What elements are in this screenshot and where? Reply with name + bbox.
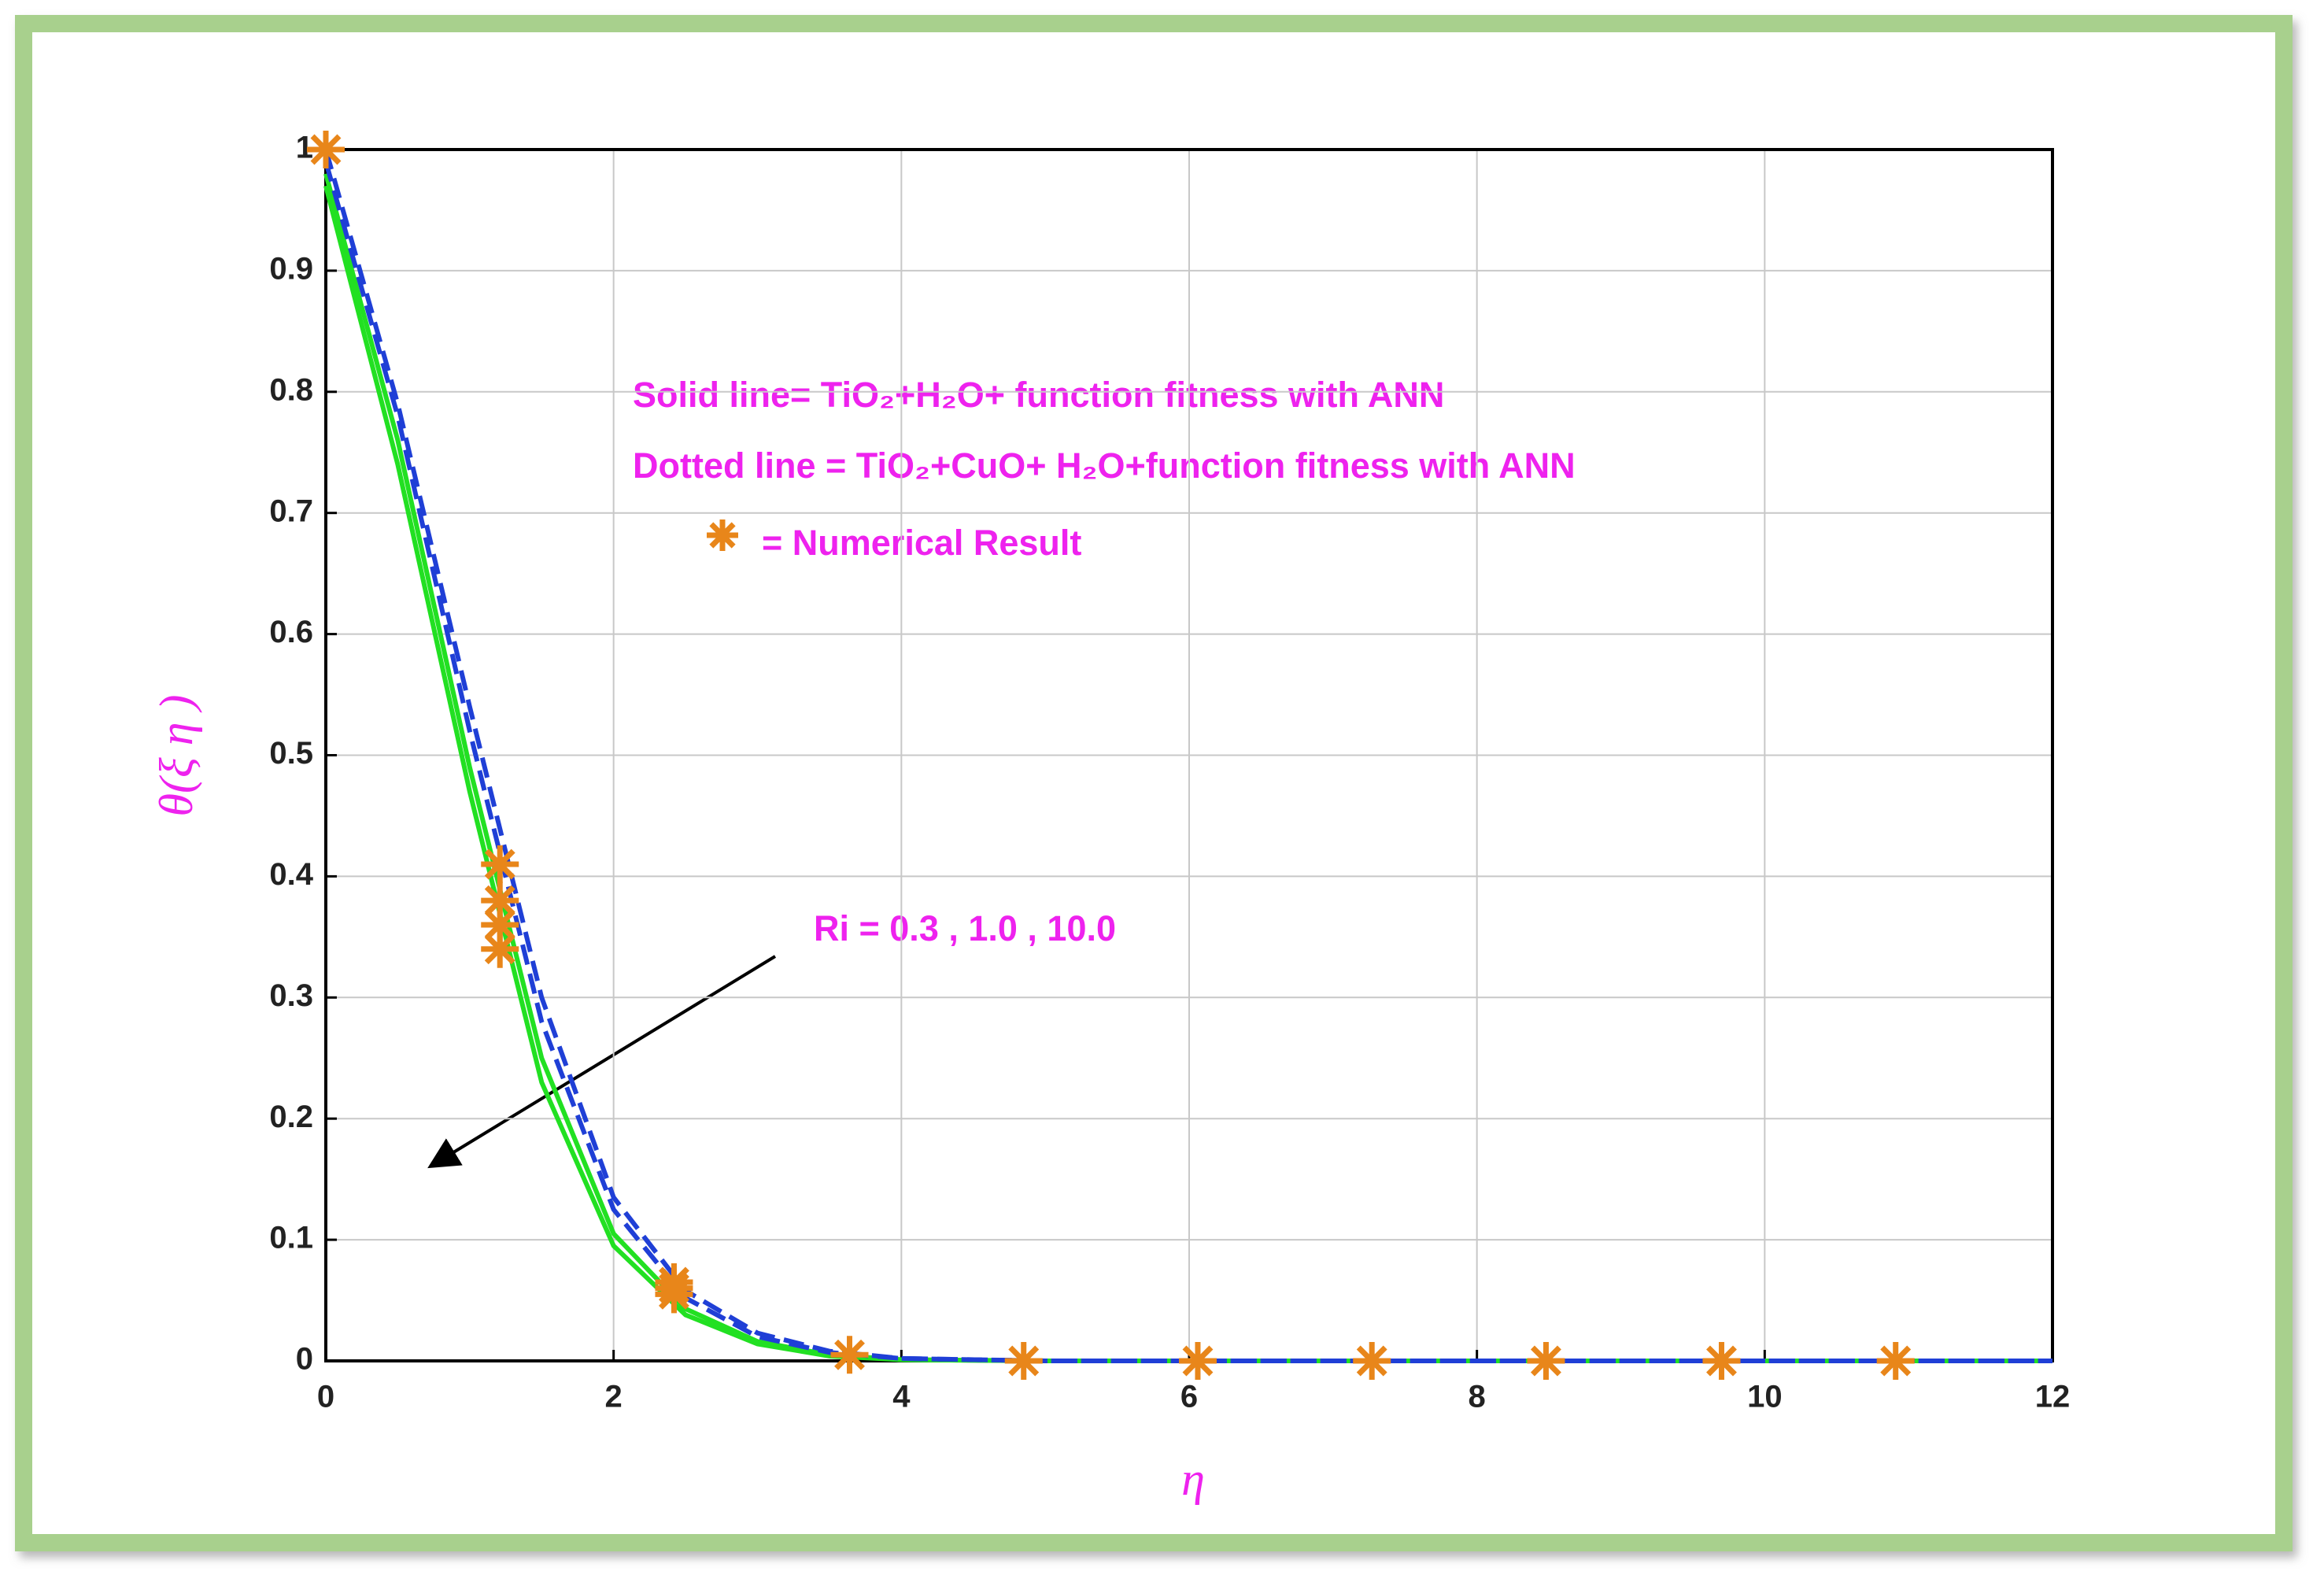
y-tick-label: 1 bbox=[296, 131, 313, 165]
x-axis-label: η bbox=[1181, 1453, 1205, 1505]
numerical-point bbox=[481, 845, 519, 884]
x-tick-label: 6 bbox=[1180, 1380, 1198, 1414]
y-tick-label: 0.3 bbox=[269, 978, 313, 1013]
numerical-point bbox=[1702, 1342, 1741, 1380]
x-tick-label: 0 bbox=[317, 1380, 334, 1414]
x-tick-label: 12 bbox=[2035, 1380, 2071, 1414]
numerical-point bbox=[1353, 1342, 1391, 1380]
numerical-point bbox=[481, 882, 519, 920]
numerical-point bbox=[655, 1275, 693, 1314]
y-tick-label: 0 bbox=[296, 1342, 313, 1377]
series-line bbox=[323, 149, 2052, 1363]
x-tick-label: 2 bbox=[605, 1380, 623, 1414]
numerical-point bbox=[1876, 1342, 1915, 1380]
y-tick-label: 0.7 bbox=[269, 494, 313, 528]
y-tick-label: 0.4 bbox=[269, 857, 313, 892]
y-tick-label: 0.5 bbox=[269, 736, 313, 771]
numerical-point bbox=[830, 1336, 869, 1374]
x-tick-label: 8 bbox=[1469, 1380, 1486, 1414]
frame bbox=[15, 15, 2293, 1551]
legend-marker bbox=[707, 519, 738, 551]
annotation: Dotted line = TiO₂+CuO+ H₂O+function fit… bbox=[633, 445, 1576, 486]
numerical-point bbox=[1004, 1342, 1043, 1380]
x-tick-label: 4 bbox=[892, 1380, 911, 1414]
annotation: = Numerical Result bbox=[762, 523, 1081, 563]
y-tick-label: 0.1 bbox=[269, 1221, 313, 1255]
x-tick-label: 10 bbox=[1747, 1380, 1783, 1414]
numerical-point bbox=[307, 131, 345, 168]
numerical-point bbox=[1178, 1342, 1217, 1380]
y-tick-label: 0.2 bbox=[269, 1100, 313, 1134]
numerical-point bbox=[481, 905, 519, 944]
numerical-point bbox=[1527, 1342, 1565, 1380]
y-axis-label: θ(ξ η ) bbox=[150, 695, 202, 817]
annotation: Ri = 0.3 , 1.0 , 10.0 bbox=[814, 908, 1116, 948]
y-tick-label: 0.6 bbox=[269, 615, 313, 649]
annotation: Solid line= TiO₂+H₂O+ function fitness w… bbox=[633, 375, 1444, 415]
y-tick-label: 0.9 bbox=[269, 251, 313, 286]
y-tick-label: 0.8 bbox=[269, 372, 313, 407]
arrow bbox=[427, 955, 777, 1169]
numerical-point bbox=[481, 930, 519, 968]
